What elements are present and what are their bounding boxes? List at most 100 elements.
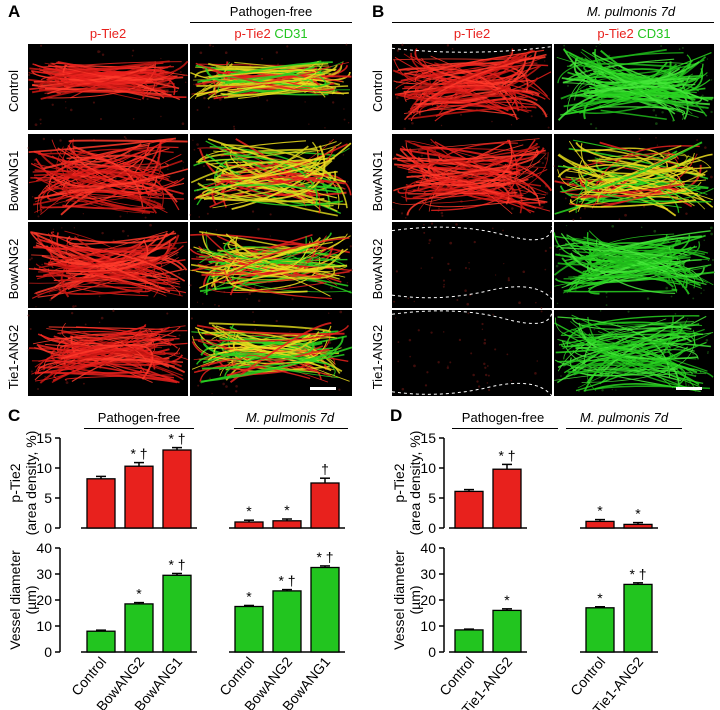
chart-c-ptie2-bar xyxy=(86,478,116,529)
panel-b-col2-red: p-Tie2 xyxy=(597,26,634,41)
chart-d-ptie2: 0 5 10 15 p-Tie2 (area density, %) * † * * xyxy=(391,430,658,536)
chart-d-diameter-ytick-label: 40 xyxy=(420,540,436,556)
chart-d-diameter-ytick-label: 30 xyxy=(420,566,436,582)
chart-c-ptie2-ytick-label: 0 xyxy=(44,520,52,536)
chart-c-diameter-ytick-label: 0 xyxy=(44,644,52,660)
chart-d-ptie2-significance-mark: * xyxy=(635,506,641,522)
chart-c-diameter-significance-mark: * xyxy=(246,588,252,604)
panel-b-scale-bar xyxy=(676,387,702,390)
chart-c-diameter-ylabel: (µm) xyxy=(23,585,39,614)
panel-b-row-label-0: Control xyxy=(370,70,385,112)
panel-a-tile-ptie2-3 xyxy=(27,309,188,396)
chart-c-diameter-bar xyxy=(162,574,192,653)
panel-a-tile-merge-2 xyxy=(189,222,353,308)
panel-b-row-label-3: Tie1-ANG2 xyxy=(370,325,385,390)
chart-d-ptie2-ylabel: p-Tie2 xyxy=(391,463,407,502)
panel-letter-d: D xyxy=(390,406,403,425)
chart-c-diameter-ylabel: Vessel diameter xyxy=(7,550,23,650)
panel-c-header-right-line xyxy=(234,428,348,429)
panel-d-header-left: Pathogen-free xyxy=(461,410,545,425)
panel-a-col2-red: p-Tie2 xyxy=(234,26,271,41)
panel-a-header-line xyxy=(190,22,352,23)
panel-b-col2-green: CD31 xyxy=(637,26,671,41)
panel-a-row-label-0: Control xyxy=(6,70,21,112)
chart-d-ptie2-ytick-label: 0 xyxy=(428,520,436,536)
chart-c-ptie2-bar xyxy=(124,465,154,529)
chart-d-diameter-bar xyxy=(623,583,653,653)
chart-c-diameter-ytick-label: 40 xyxy=(36,540,52,556)
chart-c-diameter-bar xyxy=(124,603,154,653)
panel-b-col1-label: p-Tie2 xyxy=(453,26,491,41)
panel-b-tile-merge-2 xyxy=(553,222,715,308)
chart-d-ptie2-ytick-label: 15 xyxy=(420,430,436,446)
panel-a-tile-ptie2-0 xyxy=(28,44,189,130)
chart-d-ptie2-significance-mark: * xyxy=(597,503,603,519)
chart-c-diameter-ytick-label: 20 xyxy=(36,592,52,608)
chart-d-diameter-significance-mark: * † xyxy=(629,566,646,582)
chart-c-diameter-bar xyxy=(234,605,264,653)
panel-d-header-right: M. pulmonis 7d xyxy=(579,410,669,425)
panel-letter-a: A xyxy=(8,2,21,21)
panel-d-header-right-line xyxy=(566,428,682,429)
chart-c-ptie2-significance-mark: † xyxy=(321,461,329,477)
chart-c-ptie2-ylabel: p-Tie2 xyxy=(7,463,23,502)
panel-a-header: Pathogen-free xyxy=(229,4,313,19)
panel-c-header-left: Pathogen-free xyxy=(97,410,181,425)
chart-d-ptie2-significance-mark: * † xyxy=(498,447,515,463)
chart-c-diameter-significance-mark: * xyxy=(136,586,142,602)
chart-c-diameter-bar xyxy=(272,590,302,653)
panel-c-header-right: M. pulmonis 7d xyxy=(245,410,335,425)
chart-c-ptie2-bar xyxy=(272,520,302,529)
chart-d-diameter-bar xyxy=(585,607,615,653)
panel-a-tile-merge-0 xyxy=(189,43,352,130)
panel-a-col2-label: p-Tie2 CD31 xyxy=(190,26,352,41)
panel-a-tile-merge-3 xyxy=(190,310,353,396)
chart-c-ptie2-significance-mark: * xyxy=(246,503,252,519)
chart-d-diameter-ytick-label: 20 xyxy=(420,592,436,608)
panel-b-row-label-2: BowANG2 xyxy=(370,239,385,300)
chart-c-diameter-significance-mark: * † xyxy=(278,573,295,589)
panel-a-tile-ptie2-1 xyxy=(27,134,189,220)
chart-d-ptie2-bar xyxy=(492,468,522,529)
panel-b-tile-ptie2-0 xyxy=(391,43,553,130)
panel-letter-c: C xyxy=(8,406,21,425)
chart-d-diameter-ylabel: (µm) xyxy=(407,585,423,614)
chart-c-ptie2-ylabel: (area density, %) xyxy=(23,431,39,536)
chart-c-ptie2-ytick-label: 5 xyxy=(44,490,52,506)
panel-b-tile-ptie2-3 xyxy=(391,309,553,397)
chart-c-ptie2-significance-mark: * † xyxy=(168,431,185,447)
chart-d-diameter-significance-mark: * xyxy=(504,592,510,608)
panel-d-header-left-line xyxy=(452,428,558,429)
chart-c-ptie2-bar xyxy=(162,449,192,529)
chart-d-diameter-ylabel: Vessel diameter xyxy=(391,550,407,650)
chart-c-diameter-significance-mark: * † xyxy=(316,549,333,565)
panel-a-tile-ptie2-2 xyxy=(28,222,188,308)
panel-a-row-label-2: BowANG2 xyxy=(6,239,21,300)
panel-letter-b: B xyxy=(372,2,385,21)
chart-d-diameter-ytick-label: 10 xyxy=(420,618,436,634)
panel-b-header-line xyxy=(392,22,714,23)
panel-a-scale-bar xyxy=(310,387,336,390)
chart-d-ptie2-bar xyxy=(454,490,484,529)
chart-c-ptie2: 0 5 10 15 p-Tie2 (area density, %) * † * † * * † xyxy=(7,430,345,536)
chart-c-ptie2-significance-mark: * xyxy=(284,502,290,518)
chart-c-ptie2-ytick-label: 10 xyxy=(36,460,52,476)
chart-c-diameter-bar xyxy=(310,566,340,653)
panel-b-tile-ptie2-1 xyxy=(391,134,553,220)
chart-d-diameter-ytick-label: 0 xyxy=(428,644,436,660)
panel-b-tile-merge-3 xyxy=(554,310,714,396)
chart-d-ptie2-ylabel: (area density, %) xyxy=(407,431,423,536)
chart-c-diameter-bar xyxy=(86,630,116,653)
chart-d-diameter-significance-mark: * xyxy=(597,590,603,606)
chart-c-ptie2-significance-mark: * † xyxy=(130,446,147,462)
chart-c-ptie2-bar xyxy=(310,482,340,529)
chart-d-ptie2-ytick-label: 10 xyxy=(420,460,436,476)
panel-b-tile-merge-1 xyxy=(553,134,714,221)
chart-c-ptie2-ytick-label: 15 xyxy=(36,430,52,446)
chart-d-ptie2-bar xyxy=(623,523,653,529)
panel-a-row-label-1: BowANG1 xyxy=(6,151,21,212)
panel-a-col1-label: p-Tie2 xyxy=(89,26,127,41)
chart-c-diameter-significance-mark: * † xyxy=(168,556,185,572)
chart-c-ptie2-bar xyxy=(234,521,264,529)
